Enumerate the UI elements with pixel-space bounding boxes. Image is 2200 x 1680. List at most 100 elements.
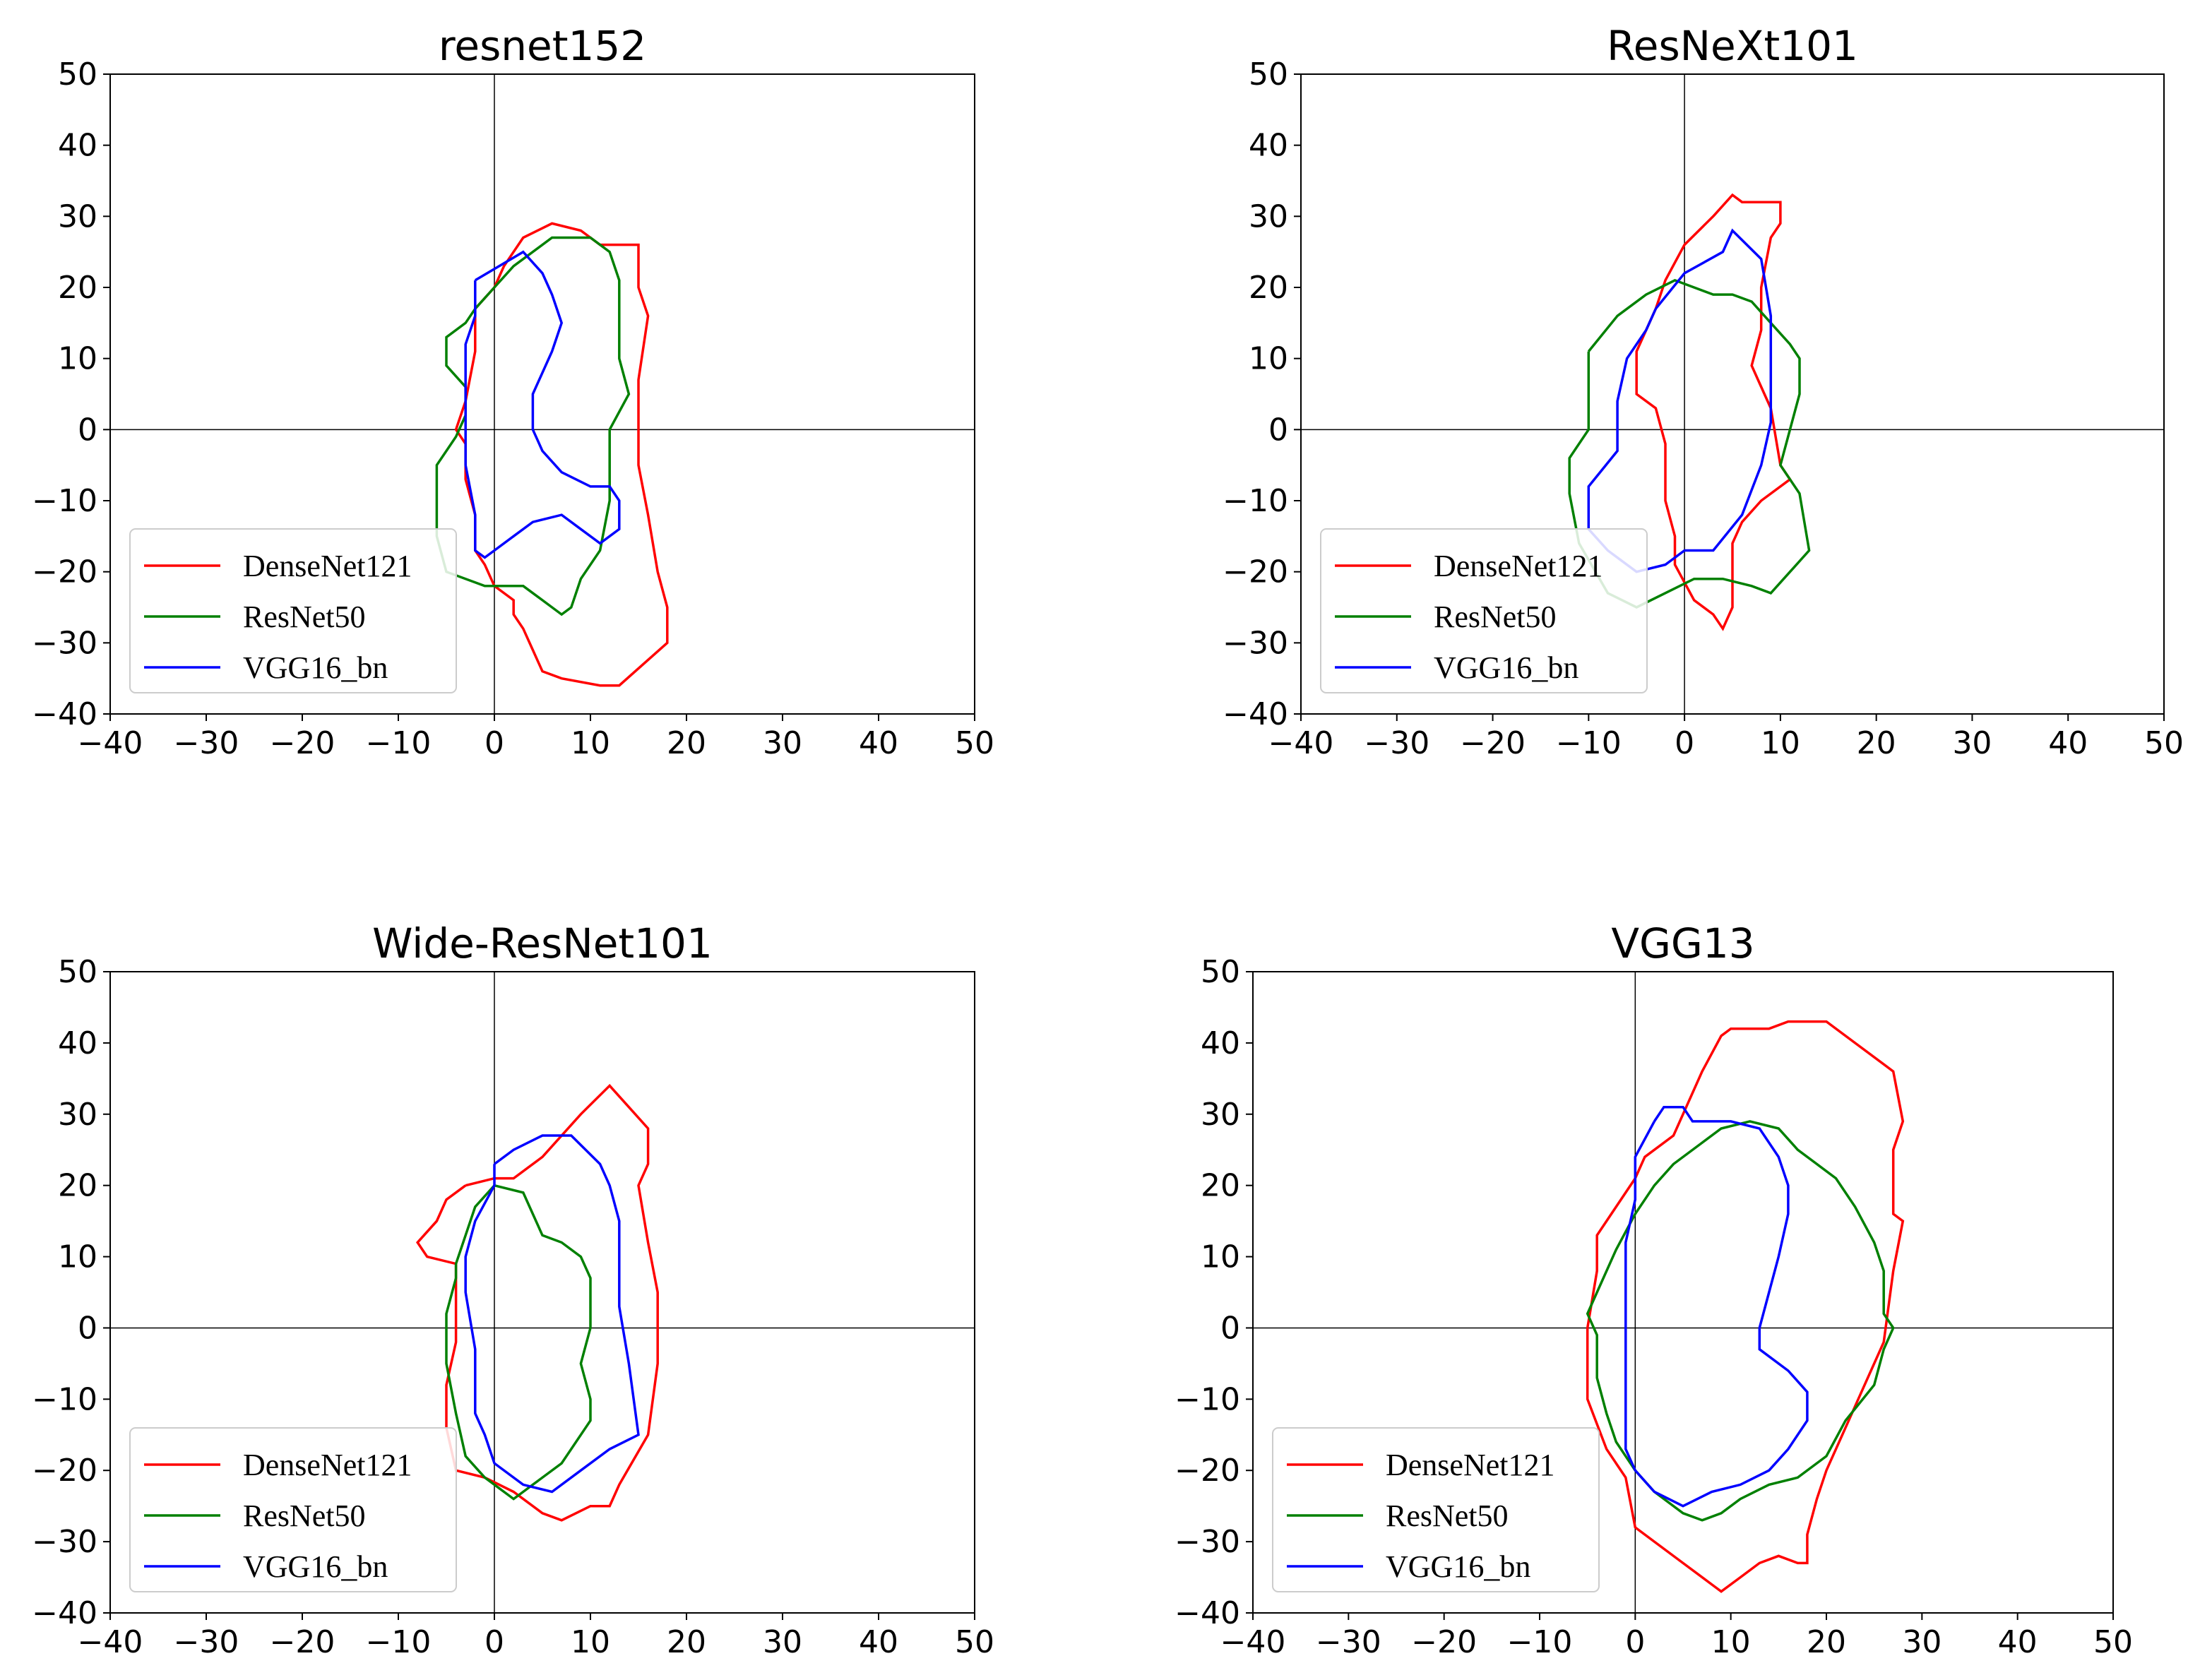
y-tick-label: 40 (58, 128, 97, 164)
legend-box (1320, 528, 1648, 693)
x-tick-label: −40 (78, 1624, 143, 1660)
legend-label: ResNet50 (243, 600, 366, 634)
x-tick-label: 50 (955, 1624, 994, 1660)
x-tick-label: 50 (955, 725, 994, 761)
y-tick-label: −30 (32, 1524, 97, 1560)
legend: DenseNet121 ResNet50 VGG16_bn (129, 528, 457, 693)
plot-frame (1300, 73, 2165, 715)
y-tick-label: 50 (1201, 954, 1240, 990)
series-vgg16-bn (464, 1134, 640, 1494)
x-tick-label: 20 (667, 725, 706, 761)
series-densenet121 (454, 222, 669, 687)
x-tick-label: 10 (1761, 725, 1800, 761)
subplot-resnext101: ResNeXt101−40 −30 −20 −10 0 10 20 30 40 50−40−30−… (1223, 22, 2184, 761)
legend: DenseNet121 ResNet50 VGG16_bn (129, 1427, 457, 1592)
y-tick-label: 20 (58, 1168, 97, 1204)
y-tick-label: −40 (1223, 696, 1288, 732)
x-tick-label: 0 (484, 1624, 504, 1660)
x-tick-label: 0 (1675, 725, 1694, 761)
x-tick-label: 40 (859, 1624, 898, 1660)
legend-label: DenseNet121 (1386, 1448, 1555, 1482)
legend-label: VGG16_bn (1434, 650, 1578, 685)
legend-label: VGG16_bn (1386, 1549, 1530, 1584)
x-tick-label: −30 (174, 725, 239, 761)
legend-label: ResNet50 (243, 1499, 366, 1533)
series-vgg16-bn (464, 250, 621, 559)
x-tick-label: 30 (763, 1624, 802, 1660)
y-tick-label: 0 (1220, 1310, 1240, 1346)
series-vgg16-bn (1624, 1105, 1809, 1508)
subplot-wide-resnet101: Wide-ResNet101 −40 −30 −20 −10 0 10 20 30 40 50 −40… (32, 919, 994, 1660)
x-tick-label: −10 (366, 1624, 432, 1660)
x-tick-label: 20 (1807, 1624, 1846, 1660)
x-tick-label: 40 (2048, 725, 2088, 761)
y-tick-label: 40 (1249, 128, 1288, 164)
x-tick-label: −40 (78, 725, 143, 761)
chart-title: Wide-ResNet101 (372, 919, 713, 967)
y-tick-label: −10 (1223, 483, 1288, 519)
chart-title: ResNeXt101 (1607, 22, 1858, 70)
y-tick-label: 20 (58, 270, 97, 306)
y-tick-label: 30 (1249, 198, 1288, 234)
legend: DenseNet121 ResNet50 VGG16_bn (1320, 528, 1648, 693)
y-tick-label: 10 (58, 1239, 97, 1275)
x-tick-label: 0 (1625, 1624, 1645, 1660)
subplot-vgg13: VGG13 −40 −30 −20 −10 0 10 20 30 40 50 −40 −30 −20 −10… (1175, 919, 2133, 1660)
x-tick-label: −40 (1268, 725, 1334, 761)
chart-title: VGG13 (1611, 919, 1754, 967)
y-tick-label: 40 (1201, 1025, 1240, 1061)
y-tick-label: 10 (58, 341, 97, 377)
y-tick-label: 30 (1201, 1097, 1240, 1133)
y-tick-label: −20 (1223, 554, 1288, 590)
y-tick-label: −30 (1175, 1524, 1240, 1560)
x-tick-label: −20 (270, 725, 335, 761)
y-tick-label: −40 (32, 1595, 97, 1631)
y-tick-label: −20 (1175, 1453, 1240, 1489)
x-tick-label: −30 (1364, 725, 1429, 761)
legend: DenseNet121 ResNet50 VGG16_bn (1272, 1427, 1600, 1592)
y-tick-label: −30 (1223, 625, 1288, 661)
y-tick-label: 20 (1201, 1168, 1240, 1204)
x-tick-label: 40 (1998, 1624, 2038, 1660)
y-tick-label: −40 (1175, 1595, 1240, 1631)
y-tick-label: −30 (32, 625, 97, 661)
x-tick-label: −20 (1411, 1624, 1477, 1660)
x-tick-label: −10 (366, 725, 432, 761)
y-tick-label: 10 (1201, 1239, 1240, 1275)
x-tick-label: −30 (1316, 1624, 1381, 1660)
plot-frame (109, 73, 975, 715)
x-tick-label: 30 (1952, 725, 1992, 761)
y-tick-label: −10 (1175, 1381, 1240, 1417)
y-tick-label: 0 (78, 412, 97, 448)
x-tick-label: 10 (571, 1624, 610, 1660)
legend-box (129, 528, 457, 693)
y-tick-label: 0 (1268, 412, 1288, 448)
x-tick-label: 20 (667, 1624, 706, 1660)
y-tick-label: −10 (32, 483, 97, 519)
series-resnet50 (445, 1184, 592, 1501)
x-tick-label: −20 (270, 1624, 335, 1660)
series-densenet121 (1635, 193, 1792, 631)
y-tick-label: −40 (32, 696, 97, 732)
x-tick-label: 30 (1902, 1624, 1942, 1660)
subplot-resnet152: resnet152 −40 −30 −20 −10 0 10 20 30 40 50 −40 −30 −2… (32, 22, 994, 761)
y-tick-label: 30 (58, 198, 97, 234)
plot-frame (1252, 971, 2114, 1614)
legend-label: VGG16_bn (243, 650, 388, 685)
y-tick-label: 50 (58, 56, 97, 93)
x-tick-label: 10 (1711, 1624, 1751, 1660)
y-tick-label: −20 (32, 1453, 97, 1489)
chart-title: resnet152 (439, 22, 646, 70)
y-tick-label: 20 (1249, 270, 1288, 306)
series-resnet50 (1568, 278, 1811, 609)
y-tick-label: 50 (1249, 56, 1288, 93)
x-tick-label: −40 (1220, 1624, 1286, 1660)
legend-label: DenseNet121 (1434, 549, 1603, 583)
legend-label: DenseNet121 (243, 549, 412, 583)
x-tick-label: 20 (1857, 725, 1896, 761)
y-tick-label: 40 (58, 1025, 97, 1061)
y-tick-label: 30 (58, 1097, 97, 1133)
x-tick-label: 50 (2144, 725, 2184, 761)
y-tick-label: 10 (1249, 341, 1288, 377)
